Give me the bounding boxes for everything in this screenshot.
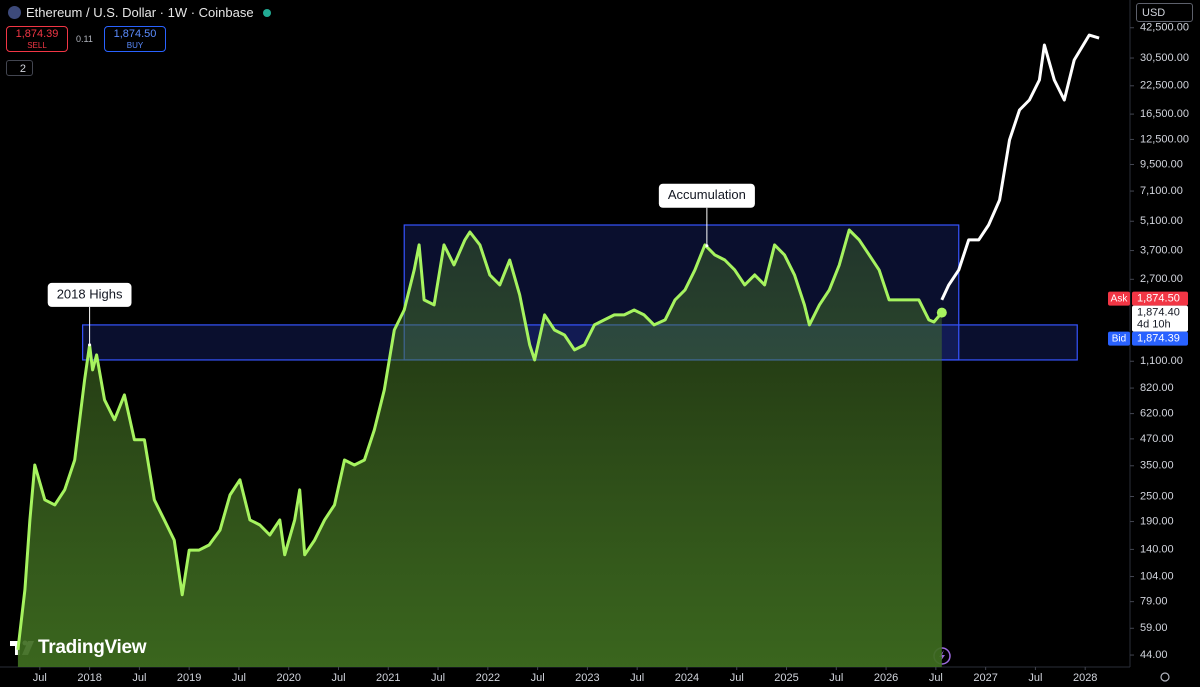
- price-tag-name: Ask: [1111, 293, 1129, 304]
- x-tick-label: 2028: [1073, 672, 1097, 684]
- y-tick-label: 620.00: [1140, 407, 1174, 419]
- plot-area: [16, 33, 1100, 667]
- annotation-anchor: [88, 343, 92, 347]
- sell-button[interactable]: 1,874.39 SELL: [6, 26, 68, 52]
- y-tick-label: 5,100.00: [1140, 215, 1183, 227]
- x-tick-label: 2019: [177, 672, 201, 684]
- y-tick-label: 44.00: [1140, 649, 1168, 661]
- x-tick-label: Jul: [829, 672, 843, 684]
- y-tick-label: 2,700.00: [1140, 273, 1183, 285]
- x-tick-label: Jul: [730, 672, 744, 684]
- price-tag-label: 1,874.39: [1137, 333, 1180, 345]
- y-tick-label: 820.00: [1140, 382, 1174, 394]
- y-tick-label: 9,500.00: [1140, 158, 1183, 170]
- buy-label: BUY: [126, 41, 144, 50]
- price-tag: [1132, 305, 1188, 332]
- annotation: 2018 Highs: [47, 282, 132, 347]
- y-tick-label: 190.00: [1140, 515, 1174, 527]
- y-tick-label: 7,100.00: [1140, 185, 1183, 197]
- y-tick-label: 104.00: [1140, 570, 1174, 582]
- y-tick-label: 12,500.00: [1140, 133, 1189, 145]
- x-tick-label: 2023: [575, 672, 599, 684]
- price-tag-name: Bid: [1112, 333, 1126, 344]
- y-tick-label: 22,500.00: [1140, 80, 1189, 92]
- x-tick-label: 2018: [77, 672, 101, 684]
- price-line: [16, 228, 943, 650]
- x-tick-label: Jul: [431, 672, 445, 684]
- x-tick-label: Jul: [232, 672, 246, 684]
- x-tick-label: Jul: [331, 672, 345, 684]
- y-tick-label: 470.00: [1140, 433, 1174, 445]
- annotation-box: [47, 282, 132, 307]
- y-tick-label: 350.00: [1140, 460, 1174, 472]
- x-tick-label: 2027: [973, 672, 997, 684]
- x-tick-label: Jul: [929, 672, 943, 684]
- x-tick-label: Jul: [531, 672, 545, 684]
- x-tick-label: Jul: [132, 672, 146, 684]
- annotation-label: 2018 Highs: [57, 286, 123, 301]
- y-tick-label: 3,700.00: [1140, 244, 1183, 256]
- price-tag: [1132, 331, 1188, 346]
- last-point: [936, 307, 947, 318]
- x-tick-label: Jul: [1028, 672, 1042, 684]
- price-tag-name-bg: [1108, 291, 1130, 306]
- price-line: [940, 33, 1100, 301]
- x-tick-label: 2021: [376, 672, 400, 684]
- price-tag-label: 1,874.40: [1137, 307, 1180, 319]
- x-tick-label: 2024: [675, 672, 699, 684]
- x-tick-label: Jul: [33, 672, 47, 684]
- eth-icon: [8, 6, 21, 19]
- indicators-toggle[interactable]: 2: [6, 60, 33, 76]
- y-tick-label: 250.00: [1140, 490, 1174, 502]
- sell-label: SELL: [27, 41, 47, 50]
- area-fill: [17, 230, 942, 667]
- logo-text: TradingView: [38, 637, 147, 658]
- y-tick-label: 1,100.00: [1140, 355, 1183, 367]
- x-tick-label: Jul: [630, 672, 644, 684]
- price-tag: [1132, 291, 1188, 306]
- sell-price: 1,874.39: [15, 28, 59, 40]
- chart-title: Ethereum / U.S. Dollar · 1W · Coinbase: [26, 5, 254, 20]
- y-tick-label: 42,500.00: [1140, 22, 1189, 34]
- annotation-label: Accumulation: [668, 187, 746, 202]
- x-tick-label: 2025: [774, 672, 798, 684]
- market-status: [263, 9, 271, 17]
- buy-button[interactable]: 1,874.50 BUY: [104, 26, 166, 52]
- price-tag-name-bg: [1108, 331, 1130, 346]
- y-tick-label: 30,500.00: [1140, 52, 1189, 64]
- price-countdown: 4d 10h: [1137, 319, 1171, 331]
- spread: 0.11: [76, 34, 93, 44]
- y-tick-label: 16,500.00: [1140, 108, 1189, 120]
- price-tag-label: 1,874.50: [1137, 293, 1180, 305]
- settings-icon[interactable]: [1160, 672, 1170, 682]
- currency-select[interactable]: USD: [1136, 3, 1193, 22]
- x-tick-label: 2022: [476, 672, 500, 684]
- annotation: Accumulation: [658, 183, 755, 248]
- y-tick-label: 79.00: [1140, 596, 1168, 608]
- y-tick-label: 140.00: [1140, 543, 1174, 555]
- annotation-anchor: [705, 244, 709, 248]
- buy-price: 1,874.50: [113, 28, 157, 40]
- y-tick-label: 59.00: [1140, 622, 1168, 634]
- x-tick-label: 2020: [276, 672, 300, 684]
- annotation-box: [658, 183, 755, 208]
- x-tick-label: 2026: [874, 672, 898, 684]
